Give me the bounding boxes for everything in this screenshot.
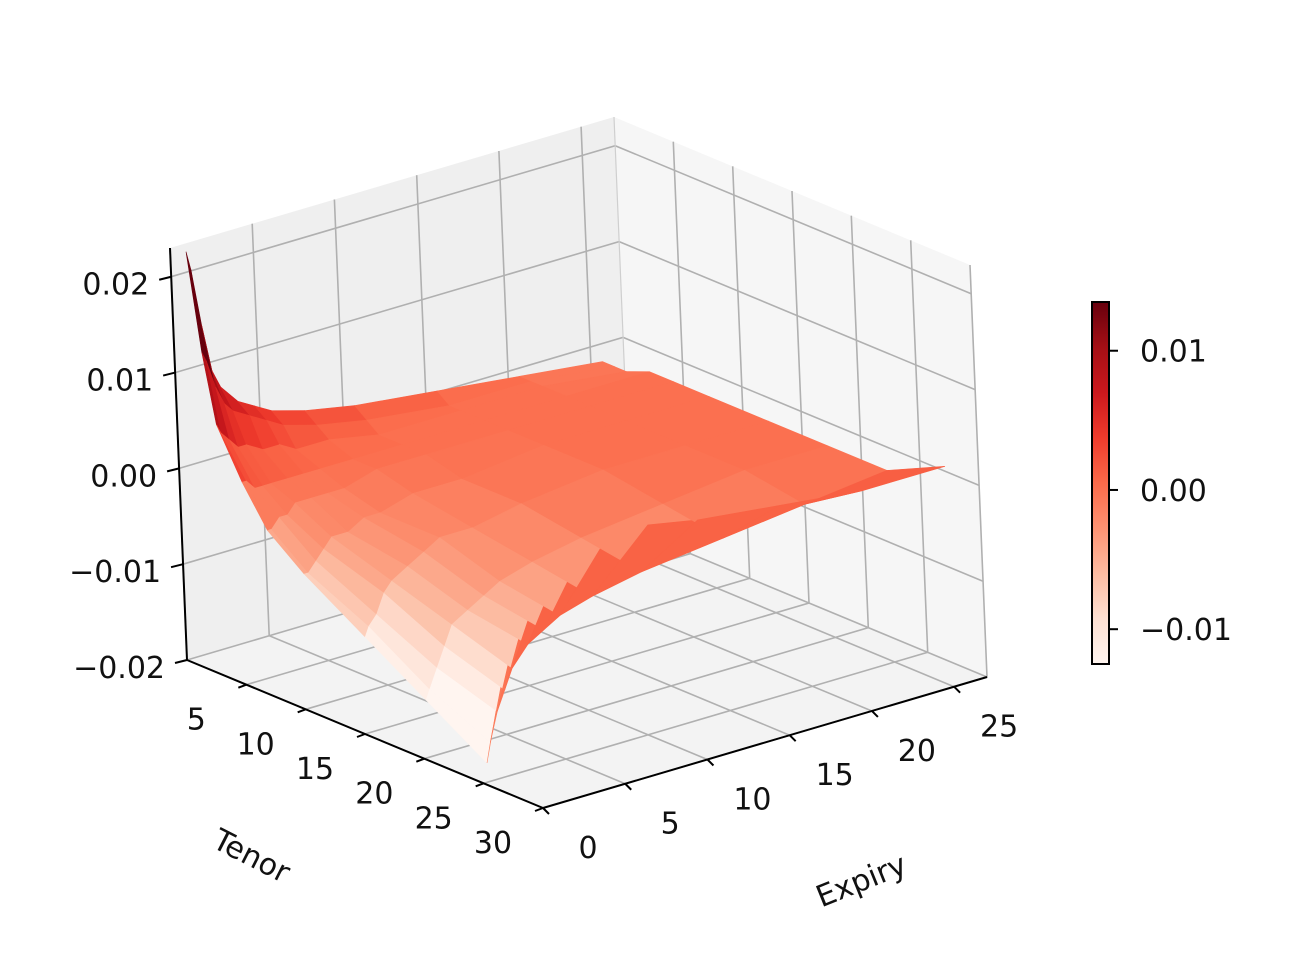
colorbar-tick-label: −0.01 [1140, 613, 1232, 648]
z-tick [166, 467, 180, 473]
y-tick-label: 15 [816, 758, 854, 793]
x-tick-label: 25 [415, 801, 453, 836]
x-tick-label: 20 [355, 777, 393, 812]
y-tick [788, 734, 797, 742]
y-tick [871, 710, 879, 718]
y-tick-label: 5 [661, 807, 680, 842]
z-tick-label: 0.00 [90, 459, 157, 494]
tick-labels: 5 10 15 20 25 30 0 5 10 15 20 25 −0.02 −0.01 0.00 0.01 0… [69, 268, 1018, 866]
z-tick [174, 659, 188, 664]
colorbar-tick-label: 0.00 [1140, 474, 1207, 509]
y-tick-label: 25 [980, 710, 1018, 745]
z-tick-label: 0.02 [82, 268, 149, 303]
y-tick-label: 10 [733, 782, 771, 817]
z-tick [170, 563, 184, 569]
colorbar: −0.01 0.00 0.01 [1091, 301, 1232, 665]
x-tick [297, 708, 307, 714]
surface-plot [185, 251, 946, 764]
y-tick-label: 0 [578, 831, 597, 866]
x-tick [356, 733, 366, 738]
x-tick-label: 30 [474, 826, 512, 861]
x-tick-label: 5 [187, 703, 206, 738]
x-tick [534, 807, 544, 812]
x-tick [237, 683, 247, 689]
z-tick [162, 371, 176, 377]
y-tick-label: 20 [898, 734, 936, 769]
x-tick-label: 10 [237, 727, 275, 762]
x-axis-label: Tenor [206, 822, 296, 891]
y-tick [953, 685, 961, 694]
y-tick [624, 783, 632, 791]
colorbar-tick-label: 0.01 [1140, 335, 1207, 370]
colorbar-gradient [1091, 301, 1110, 665]
y-axis-line [542, 676, 988, 809]
y-tick [542, 807, 550, 815]
z-tick [158, 275, 172, 281]
x-tick-label: 15 [296, 752, 334, 787]
z-tick-label: 0.01 [86, 364, 153, 399]
z-tick-label: −0.01 [69, 555, 161, 590]
x-tick [415, 757, 425, 763]
y-tick [706, 758, 715, 767]
surface-patch [804, 466, 946, 505]
z-axis-line [169, 247, 188, 661]
z-tick-label: −0.02 [73, 651, 165, 686]
y-axis-label: Expiry [811, 847, 911, 915]
x-tick [475, 782, 485, 788]
